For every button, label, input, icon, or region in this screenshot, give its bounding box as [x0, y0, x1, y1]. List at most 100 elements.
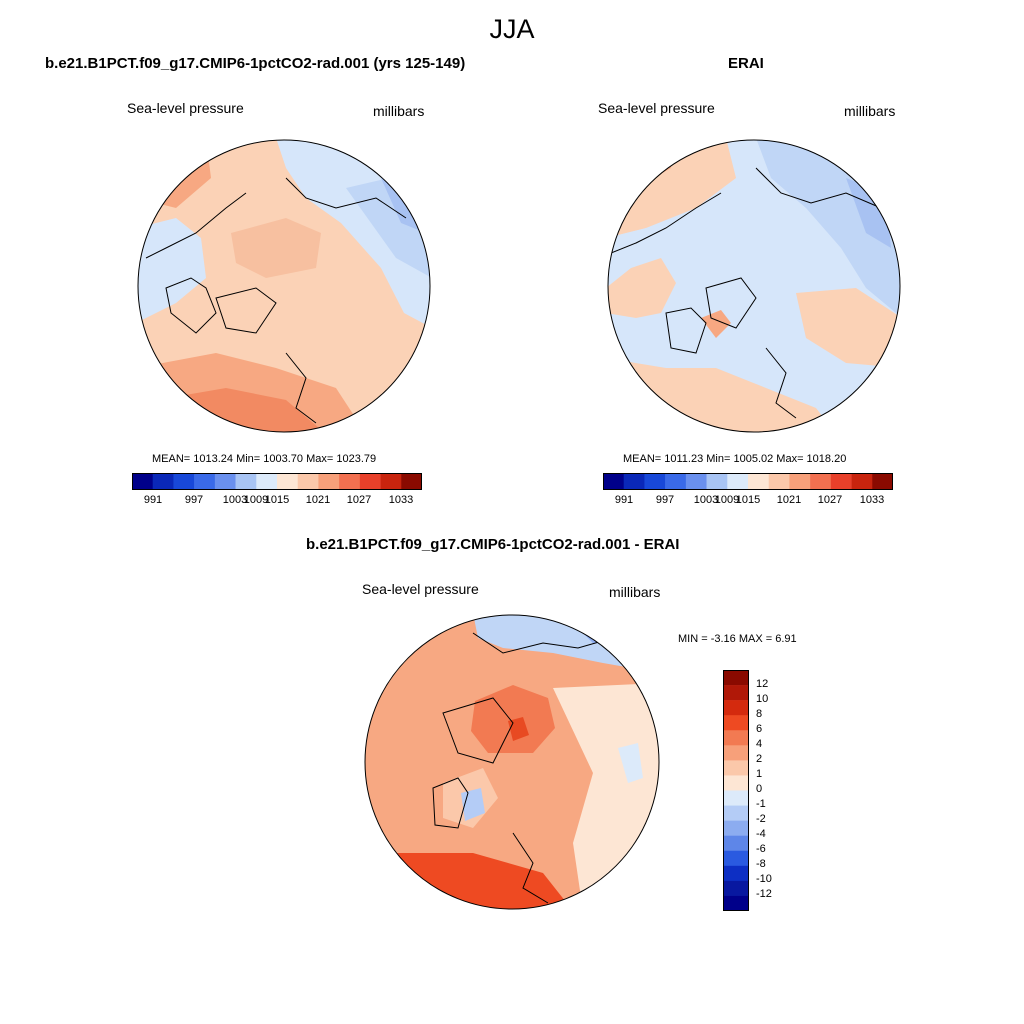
colorbar-swatch [723, 760, 749, 776]
colorbar-swatch [727, 473, 749, 490]
field-pos-canada [365, 723, 433, 813]
coast-siberia [755, 167, 882, 209]
map-border [137, 139, 431, 433]
colorbar-swatch [723, 700, 749, 716]
cb3-tick: 6 [756, 723, 763, 735]
cb2-tick: 1027 [817, 494, 843, 506]
cb3-tick: -8 [756, 858, 766, 870]
cb3-tick: -6 [756, 843, 766, 855]
panel-1-stats: MEAN= 1013.24 Min= 1003.70 Max= 1023.79 [152, 453, 377, 465]
coast-canada [215, 287, 277, 334]
colorbar-swatch [789, 473, 811, 490]
coast-greenland [665, 307, 707, 354]
cb2-tick: 1021 [776, 494, 802, 506]
colorbar-swatch [359, 473, 381, 490]
field-low-greenland [138, 218, 206, 323]
coast-siberia [285, 177, 407, 219]
colorbar-swatch [872, 473, 893, 490]
colorbar-swatch [173, 473, 195, 490]
cb1-tick: 1033 [388, 494, 414, 506]
colorbar-swatch [623, 473, 645, 490]
cb3-tick: -1 [756, 798, 766, 810]
panel-2-title: ERAI [728, 55, 764, 72]
colorbar-swatch [132, 473, 154, 490]
cb3-tick: 2 [756, 753, 763, 765]
field-high-arctic [231, 218, 321, 278]
cb3-tick: -2 [756, 813, 766, 825]
cb2-tick: 997 [655, 494, 675, 506]
colorbar-swatch [256, 473, 278, 490]
coast-greenland [432, 777, 469, 829]
colorbar-swatch [723, 790, 749, 806]
colorbar-swatch [194, 473, 216, 490]
panel-2-colorbar [603, 473, 893, 490]
coast-scandinavia [285, 352, 317, 424]
cb1-tick: 1015 [264, 494, 290, 506]
panel-3-units-label: millibars [609, 584, 661, 600]
cb2-tick: 1033 [859, 494, 885, 506]
cb2-tick: 991 [614, 494, 634, 506]
field-high-npac-core [138, 140, 181, 178]
colorbar-swatch [706, 473, 728, 490]
colorbar-swatch [297, 473, 319, 490]
coast-canada [442, 697, 514, 764]
field-high-greenland [701, 310, 731, 338]
panel-1-colorbar [132, 473, 422, 490]
colorbar-swatch [723, 745, 749, 761]
cb2-tick: 1009 [714, 494, 740, 506]
field-neg-europe [618, 743, 643, 783]
colorbar-swatch [723, 880, 749, 897]
colorbar-swatch [830, 473, 852, 490]
colorbar-swatch [339, 473, 361, 490]
panel-3-colorbar-ticks: 12 10 8 6 4 2 1 0 -1 -2 -4 -6 -8 -10 -12 [756, 670, 796, 911]
cb1-tick: 997 [184, 494, 204, 506]
colorbar-swatch [723, 835, 749, 852]
colorbar-swatch [318, 473, 340, 490]
cb2-tick: 1003 [693, 494, 719, 506]
cb1-tick: 991 [143, 494, 163, 506]
field-high-canada [608, 258, 676, 318]
panel-1-polar-map [137, 139, 431, 433]
colorbar-swatch [644, 473, 666, 490]
cb3-tick: -4 [756, 828, 766, 840]
panel-2-stats: MEAN= 1011.23 Min= 1005.02 Max= 1018.20 [623, 453, 847, 465]
colorbar-swatch [748, 473, 770, 490]
coast-canada [705, 277, 757, 329]
colorbar-swatch [723, 685, 749, 701]
cb1-tick: 1009 [243, 494, 269, 506]
colorbar-swatch [723, 805, 749, 821]
panel-1-variable-label: Sea-level pressure [127, 100, 244, 116]
colorbar-swatch [152, 473, 174, 490]
panel-1-title: b.e21.B1PCT.f09_g17.CMIP6-1pctCO2-rad.00… [45, 55, 466, 72]
panel-3-variable-label: Sea-level pressure [362, 581, 479, 597]
panel-3-title: b.e21.B1PCT.f09_g17.CMIP6-1pctCO2-rad.00… [306, 536, 680, 553]
cb3-tick: 1 [756, 768, 763, 780]
cb1-tick: 1021 [305, 494, 331, 506]
figure-title: JJA [489, 14, 535, 44]
panel-3-stats: MIN = -3.16 MAX = 6.91 [678, 633, 797, 645]
map-border [607, 139, 901, 433]
cb1-tick: 1027 [346, 494, 372, 506]
cb3-tick: 10 [756, 693, 769, 705]
colorbar-swatch [851, 473, 873, 490]
cb3-tick: -12 [756, 888, 772, 900]
field-high-europe [796, 288, 900, 368]
colorbar-swatch [380, 473, 402, 490]
colorbar-swatch [723, 865, 749, 882]
colorbar-swatch [768, 473, 790, 490]
colorbar-swatch [810, 473, 832, 490]
coast-alaska [610, 192, 722, 254]
cb1-tick: 1003 [222, 494, 248, 506]
panel-2-variable-label: Sea-level pressure [598, 100, 715, 116]
coast-scandinavia [512, 832, 549, 904]
colorbar-swatch [723, 730, 749, 746]
colorbar-swatch [277, 473, 299, 490]
cb3-tick: 8 [756, 708, 763, 720]
panel-3-polar-map [364, 614, 660, 910]
field-pos-arctic [471, 685, 555, 753]
colorbar-swatch [401, 473, 422, 490]
colorbar-swatch [685, 473, 707, 490]
cb3-tick: 0 [756, 783, 763, 795]
colorbar-swatch [723, 850, 749, 867]
coast-alaska [145, 192, 247, 259]
